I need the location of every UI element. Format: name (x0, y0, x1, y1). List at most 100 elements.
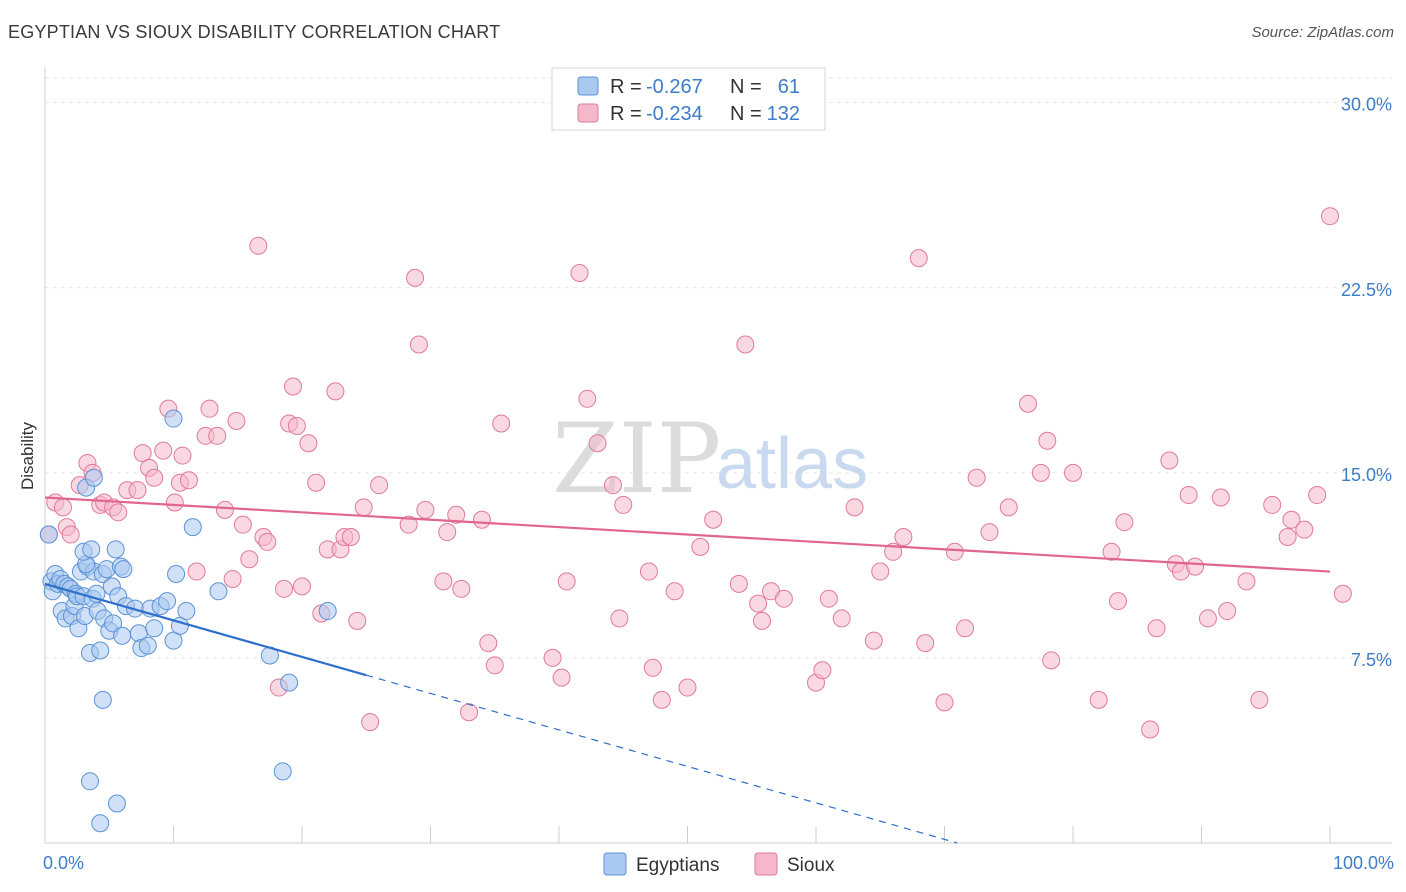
point-sioux (348, 611, 367, 630)
bottom-legend: Egyptians Sioux (603, 852, 835, 876)
point-sioux (233, 515, 252, 534)
point-sioux (299, 434, 318, 453)
point-sioux (980, 523, 999, 542)
legend-r-value-2: -0.234 (646, 103, 703, 125)
point-sioux (399, 515, 418, 534)
point-egyptians (84, 468, 103, 487)
point-egyptians (106, 540, 125, 559)
point-sioux (1211, 488, 1230, 507)
point-sioux (479, 634, 498, 653)
point-sioux (1019, 394, 1038, 413)
axes (44, 67, 1392, 844)
point-egyptians (107, 794, 126, 813)
point-sioux (452, 579, 471, 598)
point-sioux (1186, 557, 1205, 576)
point-sioux (53, 498, 72, 517)
point-sioux (409, 335, 428, 354)
point-sioux (557, 572, 576, 591)
point-sioux (200, 399, 219, 418)
point-sioux (1179, 486, 1198, 505)
point-sioux (639, 562, 658, 581)
point-egyptians (280, 673, 299, 692)
point-sioux (145, 468, 164, 487)
point-sioux (749, 594, 768, 613)
legend-n-label-2: N = (730, 103, 762, 125)
y-tick-label: 7.5% (1351, 650, 1392, 670)
point-sioux (258, 532, 277, 551)
point-sioux (1042, 651, 1061, 670)
point-sioux (215, 500, 234, 519)
point-egyptians (167, 565, 186, 584)
point-sioux (864, 631, 883, 650)
point-egyptians (145, 619, 164, 638)
bottom-legend-label-egyptians: Egyptians (636, 855, 719, 876)
point-sioux (223, 569, 242, 588)
point-sioux (341, 528, 360, 546)
point-sioux (240, 550, 259, 569)
y-tick-label: 22.5% (1341, 280, 1392, 300)
point-egyptians (318, 602, 337, 621)
point-sioux (753, 611, 772, 630)
point-sioux (154, 441, 173, 460)
point-sioux (935, 693, 954, 712)
point-sioux (1278, 528, 1297, 546)
point-sioux (704, 510, 723, 529)
point-egyptians (158, 592, 177, 611)
legend-r-value-1: -0.267 (646, 76, 703, 98)
point-sioux (603, 476, 622, 495)
point-sioux (543, 648, 562, 667)
point-egyptians (177, 602, 196, 621)
y-axis-label: Disability (18, 421, 37, 490)
point-sioux (894, 528, 913, 546)
point-sioux (652, 690, 671, 709)
point-egyptians (113, 626, 132, 645)
point-sioux (354, 498, 373, 517)
point-sioux (284, 377, 303, 396)
point-sioux (361, 713, 380, 732)
trend-lines (44, 496, 1331, 844)
x-tick-label: 0.0% (43, 853, 84, 873)
point-sioux (61, 525, 80, 544)
point-sioux (1031, 463, 1050, 482)
point-sioux (370, 476, 389, 495)
point-sioux (967, 468, 986, 487)
point-sioux (438, 523, 457, 542)
point-sioux (485, 656, 504, 675)
point-egyptians (164, 409, 183, 428)
legend-r-label-2: R = (610, 103, 642, 125)
point-sioux (249, 236, 268, 255)
point-sioux (736, 335, 755, 354)
point-sioux (729, 574, 748, 593)
point-sioux (956, 619, 975, 638)
point-egyptians (114, 560, 133, 579)
point-sioux (610, 609, 629, 628)
point-egyptians (91, 814, 110, 833)
point-egyptians (82, 540, 101, 559)
legend-r-label-1: R = (610, 76, 642, 98)
point-egyptians (209, 582, 228, 601)
watermark-atlas: atlas (716, 424, 868, 504)
point-sioux (179, 471, 198, 490)
point-sioux (406, 268, 425, 287)
point-sioux (275, 579, 294, 598)
point-egyptians (138, 636, 157, 655)
point-sioux (109, 503, 128, 522)
point-sioux (227, 412, 246, 431)
point-sioux (1102, 542, 1121, 561)
legend-n-value-2: 132 (767, 103, 800, 125)
point-sioux (1308, 486, 1327, 505)
point-sioux (472, 510, 491, 529)
point-sioux (643, 658, 662, 677)
series-egyptians (39, 409, 337, 833)
point-sioux (165, 493, 184, 512)
trend-line-egyptians (44, 582, 367, 677)
point-sioux (1333, 584, 1352, 603)
point-sioux (588, 434, 607, 453)
point-sioux (460, 703, 479, 722)
watermark-zip: ZIP (552, 403, 721, 515)
point-sioux (1263, 495, 1282, 514)
point-sioux (1282, 510, 1301, 529)
point-sioux (570, 263, 589, 282)
point-egyptians (183, 518, 202, 537)
point-sioux (774, 589, 793, 608)
